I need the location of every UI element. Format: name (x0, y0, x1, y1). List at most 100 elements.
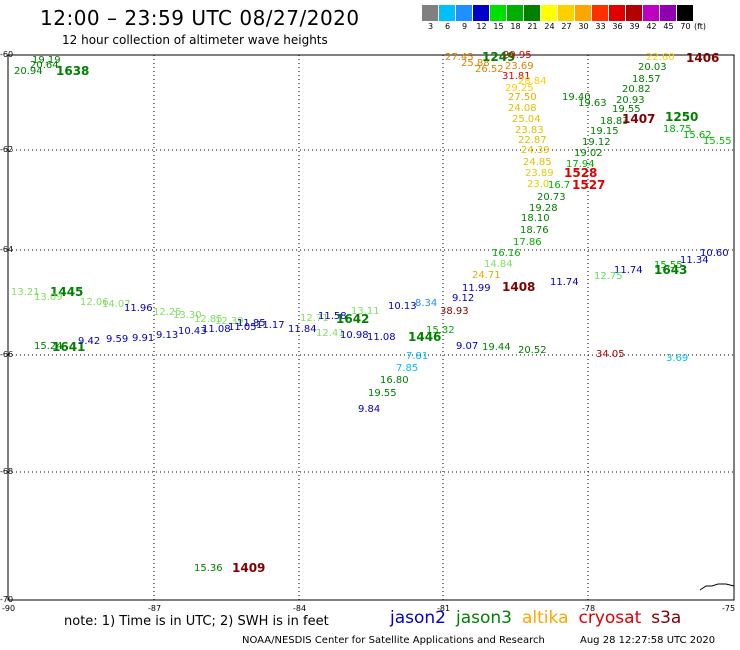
wave-height-value: 15.32 (426, 325, 455, 336)
map-frame (7, 54, 735, 601)
pass-time-label: 1446 (408, 330, 442, 344)
color-scale-label: 45 (663, 22, 674, 31)
color-scale-label: 30 (578, 22, 589, 31)
color-swatch (456, 5, 473, 21)
color-scale-label: 27 (561, 22, 572, 31)
wave-height-value: 19.15 (590, 126, 619, 137)
map-subtitle: 12 hour collection of altimeter wave hei… (62, 33, 328, 47)
pass-time-label: 1249 (482, 50, 516, 64)
color-swatch (524, 5, 541, 21)
wave-height-value: 9.07 (456, 341, 479, 352)
color-scale-label: 70 (680, 22, 691, 31)
satellite-legend-item: s3a (651, 608, 682, 628)
pass-time-label: 1409 (232, 561, 266, 575)
wave-height-value: 19.55 (612, 104, 641, 115)
wave-height-value: 23.69 (505, 61, 534, 72)
wave-height-value: 11.08 (202, 324, 231, 335)
satellite-legend-item: jason3 (456, 608, 512, 628)
wave-height-value: 11.84 (288, 324, 317, 335)
color-scale-label: 18 (510, 22, 521, 31)
wave-height-value: 15.55 (654, 260, 683, 271)
color-scale-label: 3 (427, 22, 434, 31)
wave-height-value: 27.45 (445, 52, 474, 63)
longitude-label: -90 (2, 604, 16, 613)
wave-height-value: 15.62 (683, 130, 712, 141)
wave-height-value: 29.95 (503, 50, 532, 61)
wave-height-value: 20.52 (518, 345, 547, 356)
map-canvas (7, 54, 735, 601)
color-swatch (609, 5, 626, 21)
color-swatch (592, 5, 609, 21)
latitude-label: -70 (0, 595, 14, 604)
pass-time-label: 1641 (52, 340, 86, 354)
wave-height-value: 17.86 (513, 237, 542, 248)
wave-height-value: 19.63 (578, 98, 607, 109)
wave-height-value: 18.57 (632, 74, 661, 85)
wave-height-value: 20.64 (30, 60, 59, 71)
wave-height-value: 22.87 (518, 135, 547, 146)
pass-time-label: 1528 (564, 166, 598, 180)
pass-time-label: 1642 (336, 312, 370, 326)
footer-note: note: 1) Time is in UTC; 2) SWH is in fe… (64, 614, 329, 629)
wave-height-value: 11.17 (256, 320, 285, 331)
wave-height-value: 34.05 (596, 349, 625, 360)
color-swatch (626, 5, 643, 21)
wave-height-value: 18.76 (520, 225, 549, 236)
wave-height-value: 10.43 (178, 326, 207, 337)
pass-time-label: 1643 (654, 263, 688, 277)
wave-height-value: 11.08 (367, 332, 396, 343)
wave-height-value: 8.34 (415, 298, 438, 309)
color-swatch (575, 5, 592, 21)
wave-height-value: 12.41 (316, 328, 345, 339)
longitude-label: -78 (582, 604, 596, 613)
latitude-label: -62 (0, 145, 14, 154)
wave-height-value: 15.36 (194, 563, 223, 574)
wave-height-value: 11.34 (680, 255, 709, 266)
wave-height-value: 22.60 (646, 52, 675, 63)
wave-height-value: 16.80 (380, 375, 409, 386)
wave-height-value: 28.84 (518, 76, 547, 87)
wave-height-value: 19.40 (562, 92, 591, 103)
wave-height-value: 29.25 (505, 83, 534, 94)
wave-height-value: 20.03 (638, 62, 667, 73)
wave-height-value: 10.98 (340, 330, 369, 341)
wave-height-value: 12.06 (80, 297, 109, 308)
pass-time-label: 1407 (622, 112, 656, 126)
wave-height-value: 9.42 (78, 336, 101, 347)
wave-height-value: 23.83 (515, 125, 544, 136)
wave-height-value: 23.0 (527, 179, 550, 190)
pass-time-label: 1527 (572, 178, 606, 192)
wave-height-value: 24.85 (523, 157, 552, 168)
wave-height-value: 20.82 (622, 84, 651, 95)
wave-height-value: 20.94 (14, 66, 43, 77)
longitude-label: -75 (722, 604, 736, 613)
wave-height-value: 7.85 (396, 363, 419, 374)
wave-height-value: 26.52 (475, 64, 504, 75)
color-scale-label: 21 (527, 22, 538, 31)
pass-time-label: 1250 (665, 110, 699, 124)
color-swatch (677, 5, 694, 21)
color-swatch (660, 5, 677, 21)
wave-height-value: 19.28 (529, 203, 558, 214)
wave-height-value: 25.88 (461, 58, 490, 69)
wave-height-value: 9.12 (452, 293, 475, 304)
color-swatch (507, 5, 524, 21)
wave-height-value: 9.59 (106, 334, 129, 345)
color-scale-bar (422, 5, 694, 21)
longitude-label: -87 (148, 604, 162, 613)
wave-height-value: 12.39 (215, 316, 244, 327)
wave-height-value: 3.69 (666, 353, 689, 364)
wave-height-value: 19.19 (32, 55, 61, 66)
color-scale-label: 33 (595, 22, 606, 31)
wave-height-value: 16.16 (492, 248, 521, 259)
color-swatch (643, 5, 660, 21)
color-scale-label: 39 (629, 22, 640, 31)
wave-height-value: 12.71 (300, 313, 329, 324)
pass-time-label: 1408 (502, 280, 536, 294)
lat-lon-grid (8, 55, 734, 600)
wave-height-value: 19.44 (482, 342, 511, 353)
wave-height-value: 25.04 (512, 114, 541, 125)
wave-height-value: 11.85 (237, 318, 266, 329)
wave-height-value: 14.07 (102, 299, 131, 310)
wave-height-value: 11.05 (228, 322, 257, 333)
